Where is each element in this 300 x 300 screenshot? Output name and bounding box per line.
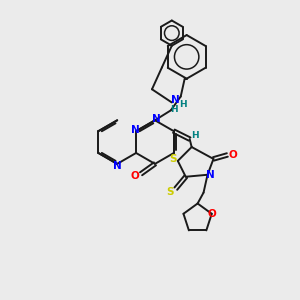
Text: N: N	[131, 125, 140, 135]
Text: N: N	[171, 95, 180, 106]
Text: H: H	[170, 105, 178, 114]
Text: N: N	[206, 170, 215, 180]
Text: O: O	[131, 171, 140, 181]
Text: S: S	[166, 187, 174, 196]
Text: O: O	[229, 150, 238, 160]
Text: S: S	[169, 154, 177, 164]
Text: N: N	[152, 114, 160, 124]
Text: H: H	[179, 100, 187, 109]
Text: N: N	[113, 161, 122, 171]
Text: H: H	[191, 130, 198, 140]
Text: O: O	[207, 209, 216, 219]
